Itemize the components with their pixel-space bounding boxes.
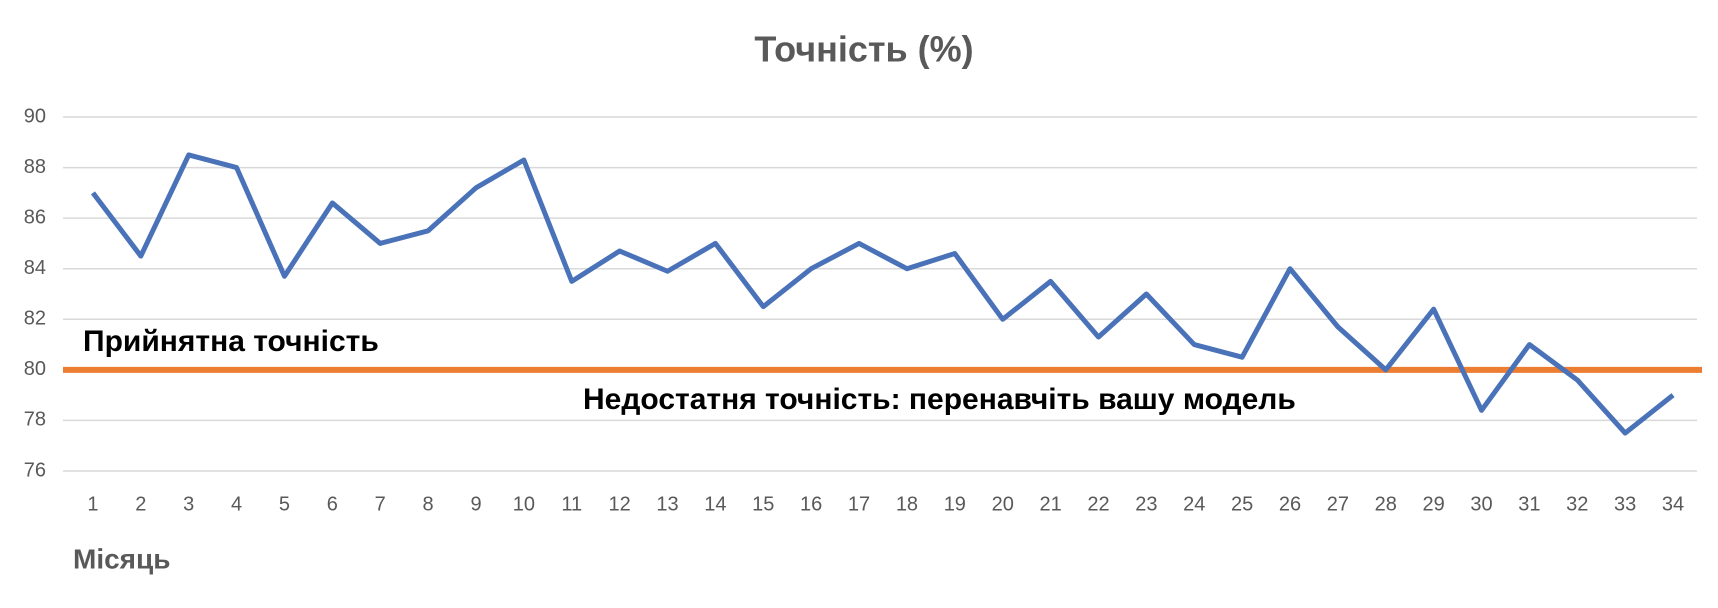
x-tick-label: 1 bbox=[87, 493, 98, 515]
annotation: Прийнятна точність bbox=[83, 325, 379, 358]
y-tick-label: 86 bbox=[24, 206, 46, 228]
x-tick-label: 17 bbox=[848, 493, 870, 515]
x-tick-label: 10 bbox=[513, 493, 535, 515]
x-tick-label: 23 bbox=[1135, 493, 1157, 515]
y-tick-label: 84 bbox=[24, 257, 46, 279]
x-tick-label: 13 bbox=[656, 493, 678, 515]
y-tick-label: 90 bbox=[24, 105, 46, 127]
x-tick-label: 31 bbox=[1518, 493, 1540, 515]
x-tick-label: 24 bbox=[1183, 493, 1205, 515]
chart-title: Точність (%) bbox=[754, 29, 973, 70]
x-tick-label: 3 bbox=[183, 493, 194, 515]
x-tick-label: 2 bbox=[135, 493, 146, 515]
x-tick-label: 28 bbox=[1375, 493, 1397, 515]
x-tick-label: 11 bbox=[561, 493, 582, 515]
x-tick-label: 34 bbox=[1662, 493, 1684, 515]
x-tick-label: 27 bbox=[1327, 493, 1349, 515]
x-tick-label: 29 bbox=[1423, 493, 1445, 515]
x-tick-label: 20 bbox=[992, 493, 1014, 515]
x-tick-label: 14 bbox=[704, 493, 726, 515]
y-tick-label: 78 bbox=[24, 409, 46, 431]
y-tick-label: 80 bbox=[24, 358, 46, 380]
x-tick-label: 7 bbox=[375, 493, 386, 515]
x-tick-label: 9 bbox=[470, 493, 481, 515]
x-tick-label: 12 bbox=[609, 493, 631, 515]
x-tick-label: 8 bbox=[423, 493, 434, 515]
x-tick-label: 26 bbox=[1279, 493, 1301, 515]
x-tick-label: 21 bbox=[1039, 493, 1061, 515]
y-tick-label: 82 bbox=[24, 308, 46, 330]
x-tick-label: 5 bbox=[279, 493, 290, 515]
y-tick-label: 76 bbox=[24, 459, 46, 481]
x-tick-label: 22 bbox=[1087, 493, 1109, 515]
x-tick-label: 33 bbox=[1614, 493, 1636, 515]
x-tick-label: 19 bbox=[944, 493, 966, 515]
x-tick-label: 25 bbox=[1231, 493, 1253, 515]
x-tick-label: 16 bbox=[800, 493, 822, 515]
x-tick-label: 15 bbox=[752, 493, 774, 515]
y-tick-label: 88 bbox=[24, 156, 46, 178]
x-tick-label: 18 bbox=[896, 493, 918, 515]
annotation: Недостатня точність: перенавчіть вашу мо… bbox=[583, 383, 1296, 416]
x-tick-label: 30 bbox=[1470, 493, 1492, 515]
x-tick-label: 4 bbox=[231, 493, 242, 515]
x-tick-label: 32 bbox=[1566, 493, 1588, 515]
x-axis-label: Місяць bbox=[73, 543, 170, 574]
data-line bbox=[90, 152, 1675, 436]
x-tick-label: 6 bbox=[327, 493, 338, 515]
